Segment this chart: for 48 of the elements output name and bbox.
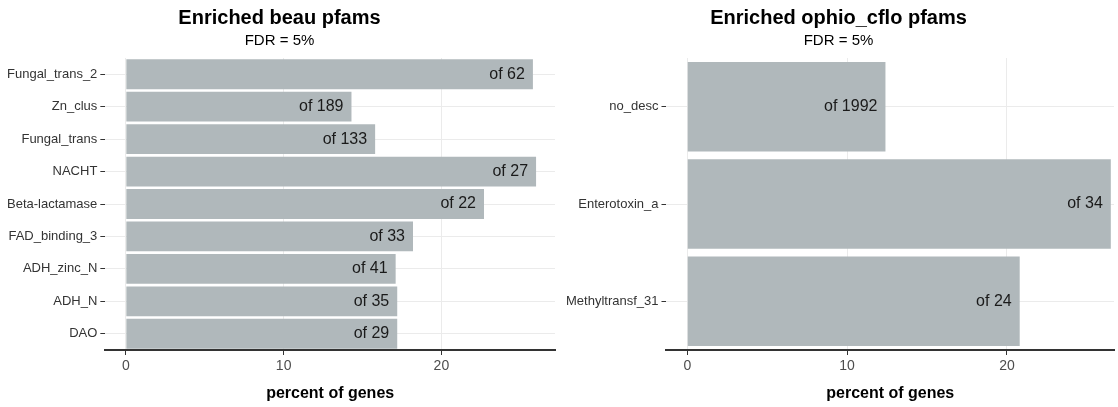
bar: [126, 91, 352, 122]
bar: [687, 159, 1111, 249]
x-axis-title: percent of genes: [266, 383, 395, 401]
bar: [687, 61, 886, 152]
data-label: of 1992: [824, 97, 878, 115]
x-tick-label: 0: [683, 357, 692, 374]
data-label: of 34: [1067, 194, 1103, 212]
y-tick-label: ADH_N: [53, 292, 98, 308]
chart-title: Enriched ophio_cflo pfams: [710, 5, 967, 28]
y-tick-label: Methyltransf_31: [565, 292, 659, 308]
data-label: of 27: [492, 161, 529, 179]
y-tick-label: DAO: [69, 325, 98, 341]
x-tick-label: 10: [275, 357, 292, 374]
y-tick-label: Fungal_trans_2: [7, 65, 98, 81]
bar: [687, 256, 1020, 347]
data-label: of 29: [353, 324, 390, 342]
x-tick-label: 20: [999, 357, 1015, 374]
chart-subtitle: FDR = 5%: [244, 31, 315, 49]
y-tick-label: NACHT: [52, 163, 98, 179]
bar: [126, 253, 396, 284]
x-tick-label: 0: [121, 357, 130, 374]
data-label: of 189: [298, 97, 344, 115]
data-label: of 24: [976, 291, 1012, 309]
data-label: of 41: [352, 259, 388, 277]
chart-title: Enriched beau pfams: [178, 5, 381, 28]
data-label: of 22: [440, 194, 477, 212]
x-axis-title: percent of genes: [826, 383, 955, 401]
bar: [126, 221, 413, 252]
y-tick-label: Zn_clus: [51, 98, 98, 114]
y-tick-label: no_desc: [609, 98, 659, 114]
y-tick-label: Beta-lactamase: [7, 195, 98, 211]
y-tick-label: Enterotoxin_a: [578, 195, 660, 211]
data-label: of 33: [369, 226, 406, 244]
bar: [126, 286, 398, 317]
chart-subtitle: FDR = 5%: [803, 31, 874, 49]
bar: [126, 156, 537, 187]
data-label: of 35: [353, 291, 390, 309]
bar: [126, 59, 533, 90]
y-tick-label: Fungal_trans: [21, 130, 98, 146]
data-label: of 62: [489, 64, 526, 82]
x-tick-label: 10: [839, 357, 856, 374]
bar: [126, 124, 376, 155]
y-tick-label: ADH_zinc_N: [22, 260, 98, 276]
bar: [126, 318, 398, 349]
bar: [126, 189, 484, 219]
y-tick-label: FAD_binding_3: [8, 228, 98, 244]
x-tick-label: 20: [433, 357, 450, 374]
data-label: of 133: [322, 129, 368, 147]
